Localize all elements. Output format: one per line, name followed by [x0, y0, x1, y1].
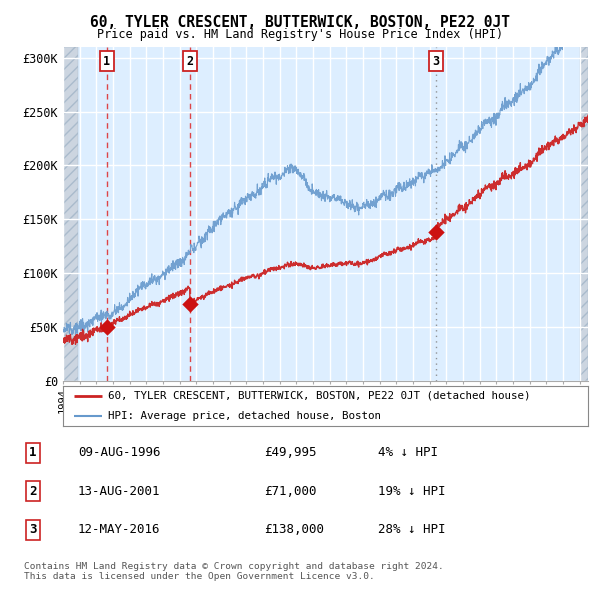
Bar — [580, 47, 588, 381]
Text: 2: 2 — [187, 55, 194, 68]
Point — [431, 227, 440, 237]
Text: 09-AUG-1996: 09-AUG-1996 — [78, 447, 161, 460]
Text: 19% ↓ HPI: 19% ↓ HPI — [378, 485, 445, 498]
Point — [102, 322, 112, 332]
Text: £49,995: £49,995 — [264, 447, 317, 460]
Text: 60, TYLER CRESCENT, BUTTERWICK, BOSTON, PE22 0JT: 60, TYLER CRESCENT, BUTTERWICK, BOSTON, … — [90, 15, 510, 30]
Text: 1: 1 — [29, 447, 37, 460]
Text: 60, TYLER CRESCENT, BUTTERWICK, BOSTON, PE22 0JT (detached house): 60, TYLER CRESCENT, BUTTERWICK, BOSTON, … — [107, 391, 530, 401]
Text: £71,000: £71,000 — [264, 485, 317, 498]
Point — [185, 300, 195, 309]
Text: 1: 1 — [103, 55, 110, 68]
Text: HPI: Average price, detached house, Boston: HPI: Average price, detached house, Bost… — [107, 411, 380, 421]
Text: 13-AUG-2001: 13-AUG-2001 — [78, 485, 161, 498]
Text: Price paid vs. HM Land Registry's House Price Index (HPI): Price paid vs. HM Land Registry's House … — [97, 28, 503, 41]
Text: 28% ↓ HPI: 28% ↓ HPI — [378, 523, 445, 536]
Text: 4% ↓ HPI: 4% ↓ HPI — [378, 447, 438, 460]
Text: 3: 3 — [29, 523, 37, 536]
Text: 2: 2 — [29, 485, 37, 498]
Text: 3: 3 — [432, 55, 439, 68]
Text: Contains HM Land Registry data © Crown copyright and database right 2024.: Contains HM Land Registry data © Crown c… — [24, 562, 444, 571]
Bar — [63, 47, 79, 381]
Text: £138,000: £138,000 — [264, 523, 324, 536]
Text: 12-MAY-2016: 12-MAY-2016 — [78, 523, 161, 536]
Text: This data is licensed under the Open Government Licence v3.0.: This data is licensed under the Open Gov… — [24, 572, 375, 581]
